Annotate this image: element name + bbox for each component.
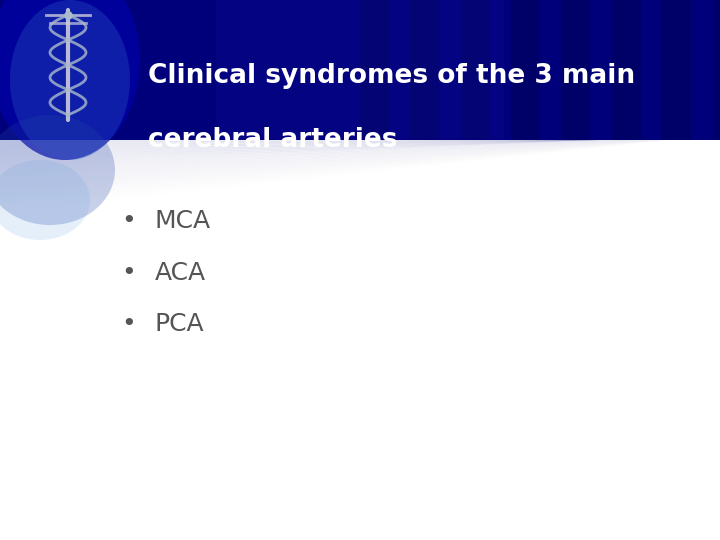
Bar xyxy=(461,0,490,140)
Text: Clinical syndromes of the 3 main: Clinical syndromes of the 3 main xyxy=(148,63,635,89)
Bar xyxy=(0,0,720,140)
Polygon shape xyxy=(0,138,720,147)
Text: •: • xyxy=(121,210,135,233)
Polygon shape xyxy=(0,137,720,155)
Text: •: • xyxy=(121,312,135,336)
Polygon shape xyxy=(0,138,720,150)
Bar xyxy=(562,0,590,140)
Polygon shape xyxy=(0,139,720,143)
Text: MCA: MCA xyxy=(155,210,211,233)
Polygon shape xyxy=(0,134,720,170)
Polygon shape xyxy=(0,137,720,152)
Ellipse shape xyxy=(10,0,130,160)
Text: •: • xyxy=(121,261,135,285)
Bar xyxy=(360,0,389,140)
Polygon shape xyxy=(0,134,720,165)
Polygon shape xyxy=(0,138,720,145)
Bar xyxy=(511,0,540,140)
Bar xyxy=(662,0,691,140)
Polygon shape xyxy=(0,135,720,163)
Text: ACA: ACA xyxy=(155,261,206,285)
Bar xyxy=(410,0,439,140)
Polygon shape xyxy=(0,134,720,167)
Bar xyxy=(713,0,720,140)
Ellipse shape xyxy=(0,0,140,160)
Polygon shape xyxy=(0,136,720,158)
Ellipse shape xyxy=(0,115,115,225)
Text: cerebral arteries: cerebral arteries xyxy=(148,127,397,153)
Polygon shape xyxy=(0,138,720,140)
Ellipse shape xyxy=(0,160,90,240)
Polygon shape xyxy=(0,136,720,160)
Bar xyxy=(216,0,504,140)
Text: PCA: PCA xyxy=(155,312,204,336)
Bar xyxy=(612,0,641,140)
